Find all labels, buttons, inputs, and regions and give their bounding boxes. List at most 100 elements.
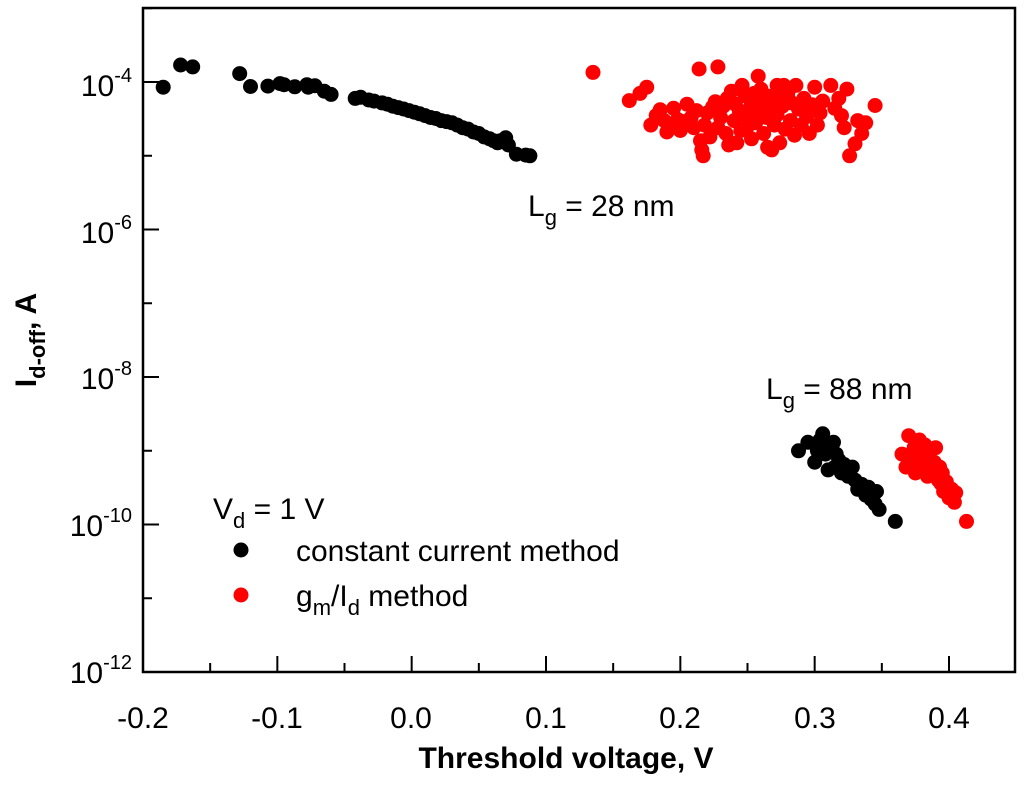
annotation-sub: g [783,388,795,413]
data-point-gm-id [948,485,964,501]
data-point-gm-id [858,115,874,131]
data-point-constant-current [185,59,201,75]
data-point-constant-current [844,459,860,475]
y-axis-title-sub: d-off [25,329,50,379]
data-point-gm-id [756,126,772,141]
legend-label-gm-id: gm/Id method [296,580,468,620]
y-tick-base: 10 [81,70,114,103]
axis-ticks [142,7,950,673]
legend-marker-red [233,587,249,603]
y-tick-label: 10-12 [70,652,132,690]
data-point-gm-id [815,93,831,109]
plot-frame [141,6,1017,674]
y-tick-label: 10-6 [81,212,132,250]
x-tick-label: -0.1 [251,702,303,735]
y-tick-exp: -10 [103,505,132,527]
data-points [155,57,974,529]
legend-title-sub: d [233,508,245,533]
y-tick-label: 10-10 [70,505,132,543]
annotation-main: L [766,373,783,406]
data-point-gm-id [639,79,655,95]
annotation-sub: g [545,205,557,230]
legend-title-vd: Vd = 1 V [213,493,324,533]
data-point-gm-id [718,126,734,141]
data-point-gm-id [834,108,849,124]
data-point-gm-id [697,117,712,133]
y-axis-title: Id-off, A [10,293,50,387]
x-tick-label: 0.1 [525,702,567,735]
data-point-gm-id [788,77,804,93]
y-tick-base: 10 [70,510,103,543]
data-point-gm-id [750,68,766,84]
data-point-constant-current [807,454,823,470]
data-point-gm-id [772,135,788,151]
y-tick-exp: -12 [103,652,132,674]
data-point-gm-id [799,109,815,125]
data-point-gm-id [695,148,711,164]
data-point-constant-current [243,79,258,94]
legend-gm-d-sub: d [348,595,360,620]
data-point-gm-id [867,98,883,113]
legend-marker-black [233,542,249,558]
data-point-gm-id [839,81,855,97]
x-tick-label: 0.4 [928,702,970,735]
data-point-constant-current [260,78,276,94]
y-tick-exp: -6 [114,212,132,234]
legend-title-main: V [213,493,233,526]
data-point-gm-id [729,135,745,151]
data-point-gm-id [713,110,729,125]
data-point-gm-id [691,61,707,77]
data-point-gm-id [928,440,944,456]
data-point-gm-id [842,148,858,164]
data-point-constant-current [155,79,171,95]
data-point-gm-id [959,513,974,529]
data-point-gm-id [710,59,726,75]
data-point-constant-current [522,148,538,164]
y-tick-label: 10-8 [81,358,132,396]
legend-gm-sub: m [313,595,331,620]
data-point-gm-id [585,64,601,80]
y-tick-exp: -4 [114,65,132,87]
legend: Vd = 1 V constant current method gm/Id m… [213,493,620,620]
y-axis-title-main: I [10,379,43,387]
x-axis-title: Threshold voltage, V [418,742,713,775]
annotation-lg-28nm: Lg = 28 nm [528,190,675,230]
data-point-constant-current [287,79,303,95]
y-tick-labels: 10-4 10-6 10-8 10-10 10-12 [70,65,132,690]
annotation-rest: = 88 nm [795,373,913,406]
legend-gm-rest: method [360,580,468,613]
legend-gm-g: g [296,580,313,613]
annotation-main: L [528,190,545,223]
data-point-constant-current [232,66,248,82]
data-point-constant-current [173,57,189,73]
x-tick-label: 0.0 [390,702,432,735]
y-tick-base: 10 [81,217,114,250]
data-point-constant-current [323,86,339,102]
data-point-constant-current [869,484,884,499]
data-point-gm-id [809,117,825,133]
data-point-constant-current [871,501,887,517]
x-tick-labels: -0.2 -0.1 0.0 0.1 0.2 0.3 0.4 [117,702,970,735]
data-point-gm-id [836,120,852,136]
x-tick-label: 0.3 [794,702,836,735]
y-axis-title-suffix: , A [10,293,43,330]
data-point-gm-id [621,93,637,109]
data-point-gm-id [823,77,839,93]
annotation-rest: = 28 nm [557,190,675,223]
x-tick-label: -0.2 [117,702,169,735]
legend-gm-slash: /I [331,580,348,613]
y-tick-exp: -8 [114,358,132,380]
data-point-constant-current [887,513,903,529]
data-point-constant-current [815,426,831,442]
legend-title-rest: = 1 V [245,493,324,526]
annotation-lg-88nm: Lg = 88 nm [766,373,913,413]
data-point-constant-current [826,434,841,450]
x-tick-label: 0.2 [659,702,701,735]
data-point-gm-id [744,131,759,147]
y-tick-label: 10-4 [81,65,132,103]
y-tick-base: 10 [70,657,103,690]
plot-area [141,6,1017,674]
data-point-gm-id [812,105,828,121]
data-point-gm-id [807,79,823,95]
